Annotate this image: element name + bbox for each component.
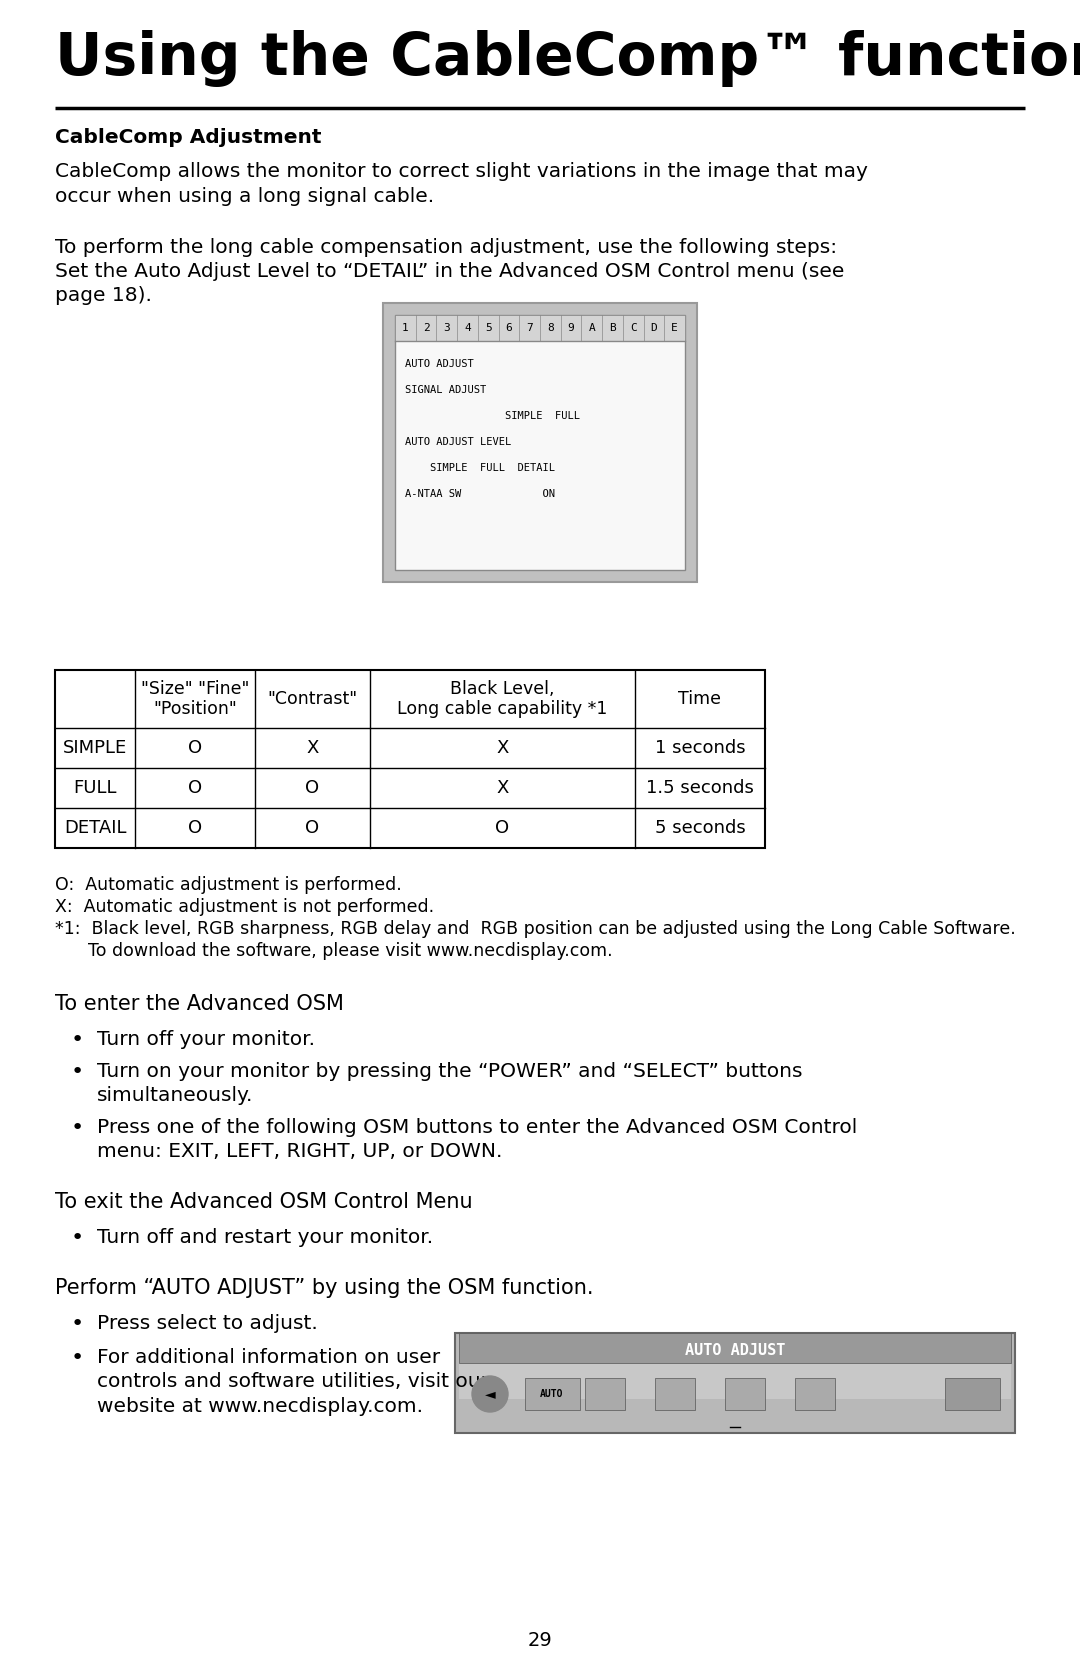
Text: O:  Automatic adjustment is performed.: O: Automatic adjustment is performed. [55, 876, 402, 895]
Text: Time: Time [678, 689, 721, 708]
Text: O: O [306, 819, 320, 836]
Text: 2: 2 [422, 324, 430, 334]
Text: E: E [672, 324, 678, 334]
Text: Black Level,
Long cable capability *1: Black Level, Long cable capability *1 [397, 679, 608, 718]
Bar [383, 304, 697, 582]
Text: Perform “AUTO ADJUST” by using the OSM function.: Perform “AUTO ADJUST” by using the OSM f… [55, 1278, 594, 1298]
Text: Set the Auto Adjust Level to “DETAIL” in the Advanced OSM Control menu (see: Set the Auto Adjust Level to “DETAIL” in… [55, 262, 845, 280]
Bar [459, 1334, 1011, 1364]
Text: A: A [589, 324, 595, 334]
Text: O: O [306, 779, 320, 798]
Text: SIMPLE: SIMPLE [63, 739, 127, 758]
Text: AUTO: AUTO [540, 1389, 564, 1399]
Text: •: • [70, 1061, 83, 1082]
Text: 6: 6 [505, 324, 512, 334]
Text: SIMPLE  FULL  DETAIL: SIMPLE FULL DETAIL [405, 462, 555, 472]
Text: "Size" "Fine"
"Position": "Size" "Fine" "Position" [140, 679, 249, 718]
Text: 1.5 seconds: 1.5 seconds [646, 779, 754, 798]
Text: CableComp Adjustment: CableComp Adjustment [55, 129, 322, 147]
Text: 5 seconds: 5 seconds [654, 819, 745, 836]
Text: "Contrast": "Contrast" [268, 689, 357, 708]
Text: Turn on your monitor by pressing the “POWER” and “SELECT” buttons
simultaneously: Turn on your monitor by pressing the “PO… [97, 1061, 802, 1105]
Text: AUTO ADJUST: AUTO ADJUST [405, 359, 474, 369]
Bar [459, 1337, 1011, 1399]
Bar [945, 1379, 1000, 1410]
Text: *1:  Black level, RGB sharpness, RGB delay and  RGB position can be adjusted usi: *1: Black level, RGB sharpness, RGB dela… [55, 920, 1016, 938]
Text: page 18).: page 18). [55, 285, 152, 305]
Bar [585, 1379, 625, 1410]
Text: CableComp allows the monitor to correct slight variations in the image that may
: CableComp allows the monitor to correct … [55, 162, 868, 205]
Bar [455, 1334, 1015, 1434]
Text: X: X [497, 779, 509, 798]
Text: 1 seconds: 1 seconds [654, 739, 745, 758]
Text: •: • [70, 1118, 83, 1138]
Text: AUTO ADJUST: AUTO ADJUST [685, 1342, 785, 1357]
Text: •: • [70, 1228, 83, 1248]
Text: AUTO ADJUST LEVEL: AUTO ADJUST LEVEL [405, 437, 511, 447]
Text: X:  Automatic adjustment is not performed.: X: Automatic adjustment is not performed… [55, 898, 434, 916]
Text: X: X [497, 739, 509, 758]
Text: 29: 29 [528, 1631, 552, 1649]
Text: DETAIL: DETAIL [64, 819, 126, 836]
Text: C: C [630, 324, 636, 334]
Text: •: • [70, 1314, 83, 1334]
Text: O: O [496, 819, 510, 836]
Text: To enter the Advanced OSM: To enter the Advanced OSM [55, 995, 343, 1015]
Text: •: • [70, 1349, 83, 1369]
Text: Using the CableComp™ function: Using the CableComp™ function [55, 30, 1080, 87]
Text: 4: 4 [464, 324, 471, 334]
Text: O: O [188, 739, 202, 758]
Text: 3: 3 [444, 324, 450, 334]
Text: D: D [650, 324, 658, 334]
Text: To perform the long cable compensation adjustment, use the following steps:: To perform the long cable compensation a… [55, 239, 837, 257]
Bar [395, 315, 685, 571]
Text: O: O [188, 779, 202, 798]
Text: 9: 9 [568, 324, 575, 334]
Text: 5: 5 [485, 324, 491, 334]
Text: A-NTAA SW             ON: A-NTAA SW ON [405, 489, 555, 499]
Text: Turn off your monitor.: Turn off your monitor. [97, 1030, 315, 1050]
Text: 1: 1 [402, 324, 408, 334]
Text: 7: 7 [526, 324, 534, 334]
Text: Press select to adjust.: Press select to adjust. [97, 1314, 318, 1334]
Text: SIMPLE  FULL: SIMPLE FULL [405, 411, 580, 421]
Text: For additional information on user
controls and software utilities, visit our
we: For additional information on user contr… [97, 1349, 489, 1415]
Text: B: B [609, 324, 616, 334]
Text: X: X [307, 739, 319, 758]
Text: 8: 8 [546, 324, 554, 334]
Text: SIGNAL ADJUST: SIGNAL ADJUST [405, 386, 486, 396]
Bar [795, 1379, 835, 1410]
Text: Press one of the following OSM buttons to enter the Advanced OSM Control
menu: E: Press one of the following OSM buttons t… [97, 1118, 858, 1162]
Text: To download the software, please visit www.necdisplay.com.: To download the software, please visit w… [55, 941, 612, 960]
Bar [395, 315, 685, 340]
Bar [55, 669, 765, 848]
Text: ◄: ◄ [485, 1387, 496, 1400]
Bar [725, 1379, 765, 1410]
Circle shape [472, 1375, 508, 1412]
Text: To exit the Advanced OSM Control Menu: To exit the Advanced OSM Control Menu [55, 1192, 473, 1212]
Bar [654, 1379, 696, 1410]
Text: Turn off and restart your monitor.: Turn off and restart your monitor. [97, 1228, 433, 1247]
Text: FULL: FULL [73, 779, 117, 798]
Text: O: O [188, 819, 202, 836]
Text: •: • [70, 1030, 83, 1050]
Bar [525, 1379, 580, 1410]
